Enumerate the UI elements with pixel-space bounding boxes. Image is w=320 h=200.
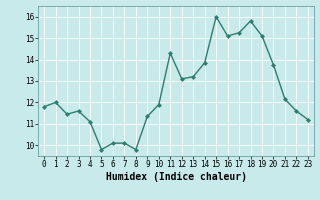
X-axis label: Humidex (Indice chaleur): Humidex (Indice chaleur)	[106, 172, 246, 182]
